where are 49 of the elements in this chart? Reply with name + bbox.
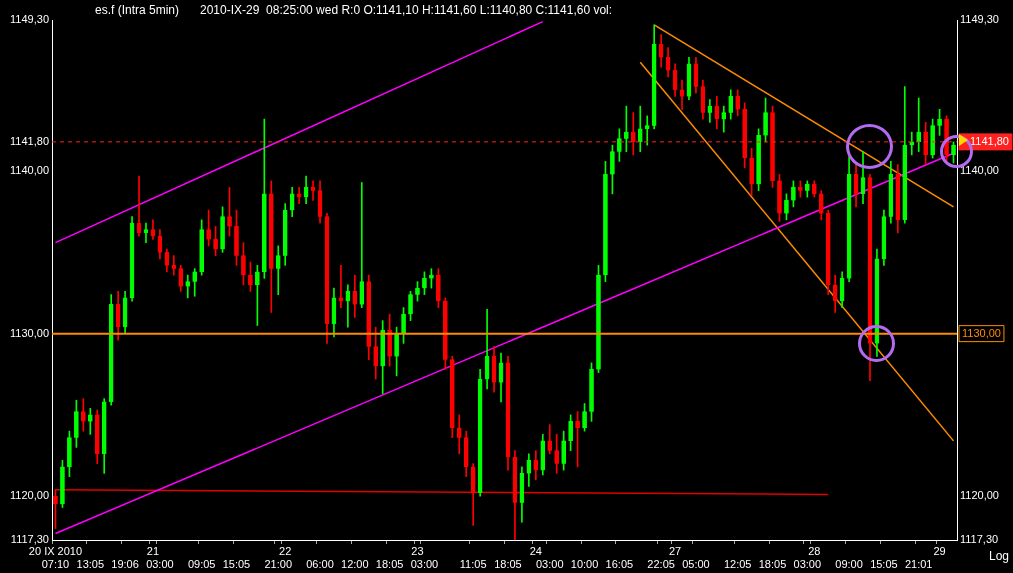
x-tick-label: 18:05 [494,557,522,570]
x-tick-label: 09:00 [835,557,863,570]
y2-tick-label: 1140,00 [960,164,999,177]
x-tick-label: 29 [933,544,946,557]
y2-tick-label: 1149,30 [960,13,999,26]
y-tick-label: 1117,30 [10,533,49,546]
text: es.f (Intra 5min) [95,3,180,18]
x-tick-label: 18:05 [375,557,404,570]
x-tick-label: 18:05 [758,557,787,570]
x-tick-label: 16:05 [605,557,634,570]
y2-tick-label: 1120,00 [960,489,999,502]
x-tick-label: 21:01 [904,557,933,570]
x-tick-label: 03:00 [535,557,564,570]
x-tick-label: 13:05 [76,557,105,570]
x-tick-label: 05:00 [682,557,710,570]
text: Log [988,549,1009,564]
y-tick-label: 1149,30 [10,13,49,26]
x-tick-label: 24 [529,544,542,557]
x-tick-label: 10:00 [570,557,599,570]
x-tick-label: 22 [279,544,292,557]
x-tick-label: 06:00 [306,557,334,570]
x-tick-label: 19:06 [111,557,139,570]
x-tick-label: 12:05 [723,557,752,570]
y-tick-label: 1130,00 [10,326,49,339]
x-tick-label: 12:00 [341,557,369,570]
x-tick-label: 21 [146,544,160,557]
y-tick-label: 1141,80 [10,134,49,147]
x-tick-label: 28 [808,544,821,557]
ref-line-label: 1130,00 [962,326,1001,339]
x-tick-label: 15:05 [870,557,898,570]
x-tick-label: 21:00 [264,557,293,570]
x-tick-label: 09:05 [187,557,216,570]
candlestick [199,219,204,276]
x-tick-label: 23 [411,544,424,557]
candlestick [81,398,86,432]
x-tick-label: 03:00 [793,557,822,570]
candlestick [742,102,747,169]
y-tick-label: 1120,00 [10,489,49,502]
x-tick-label: 11:05 [459,557,487,570]
x-tick-label: 27 [668,544,682,557]
ref-line-label: 1141,80 [970,134,1009,147]
x-tick-label: 03:00 [410,557,439,570]
y2-tick-label: 1117,30 [960,533,999,546]
y-tick-label: 1140,00 [10,164,49,177]
x-tick-label: 03:00 [146,557,174,570]
x-tick-label: 22:05 [647,557,675,570]
x-tick-label: 15:05 [222,557,251,570]
text: 2010-IX-29 08:25:00 wed R:0 O:1141,10 H:1141,60 L:1140,80 C:1141,60 vol: [200,3,613,18]
candlestick [380,320,385,395]
